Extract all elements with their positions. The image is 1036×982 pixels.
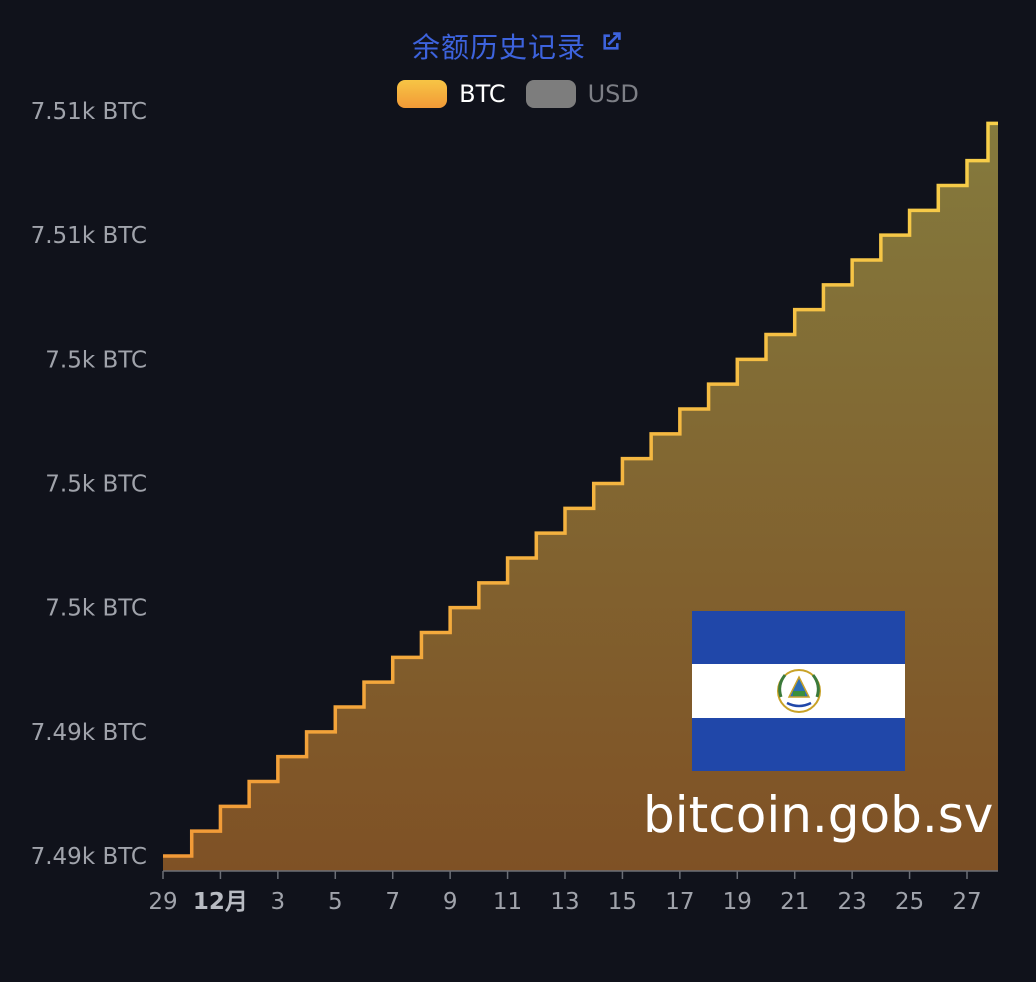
x-tick-label: 23 bbox=[838, 889, 867, 915]
y-tick-label: 7.5k BTC bbox=[45, 347, 147, 373]
coat-of-arms-icon bbox=[777, 669, 821, 713]
y-tick-label: 7.5k BTC bbox=[45, 596, 147, 622]
flag-band-bottom bbox=[692, 717, 905, 771]
external-link-icon[interactable] bbox=[598, 29, 624, 55]
x-tick-label: 15 bbox=[608, 889, 637, 915]
legend-item-usd[interactable]: USD bbox=[525, 80, 639, 108]
x-tick-label: 17 bbox=[665, 889, 694, 915]
x-tick-label: 21 bbox=[780, 889, 809, 915]
chart-title-row: 余额历史记录 bbox=[0, 26, 1036, 66]
chart-title[interactable]: 余额历史记录 bbox=[411, 31, 586, 64]
legend-label-btc: BTC bbox=[459, 80, 506, 108]
flag-band-top bbox=[692, 611, 905, 665]
x-tick-label: 3 bbox=[271, 889, 286, 915]
x-tick-label: 7 bbox=[385, 889, 400, 915]
legend-item-btc[interactable]: BTC bbox=[397, 80, 506, 108]
y-tick-label: 7.49k BTC bbox=[31, 720, 147, 746]
x-axis: 29 12月 3 5 7 9 11 13 15 17 19 21 23 25 27 bbox=[148, 871, 982, 915]
x-tick-label: 25 bbox=[895, 889, 924, 915]
x-tick-label: 9 bbox=[443, 889, 458, 915]
x-tick-label: 13 bbox=[550, 889, 579, 915]
y-tick-label: 7.5k BTC bbox=[45, 472, 147, 498]
x-tick-label: 27 bbox=[952, 889, 981, 915]
y-axis: 7.51k BTC 7.51k BTC 7.5k BTC 7.5k BTC 7.5k B… bbox=[31, 99, 147, 870]
x-tick-label: 29 bbox=[148, 889, 177, 915]
chart-legend: BTC USD bbox=[0, 80, 1036, 108]
y-tick-label: 7.51k BTC bbox=[31, 99, 147, 125]
legend-swatch-usd bbox=[525, 80, 576, 108]
y-tick-label: 7.51k BTC bbox=[31, 223, 147, 249]
el-salvador-flag bbox=[692, 611, 905, 771]
x-tick-label: 11 bbox=[493, 889, 522, 915]
y-tick-label: 7.49k BTC bbox=[31, 844, 147, 870]
x-tick-label: 12月 bbox=[193, 889, 248, 915]
balance-line-btc[interactable] bbox=[163, 121, 998, 858]
x-tick-label: 5 bbox=[328, 889, 343, 915]
legend-swatch-btc bbox=[397, 80, 448, 108]
x-tick-label: 19 bbox=[723, 889, 752, 915]
legend-label-usd: USD bbox=[587, 80, 639, 108]
watermark-text: bitcoin.gob.sv bbox=[643, 786, 994, 844]
